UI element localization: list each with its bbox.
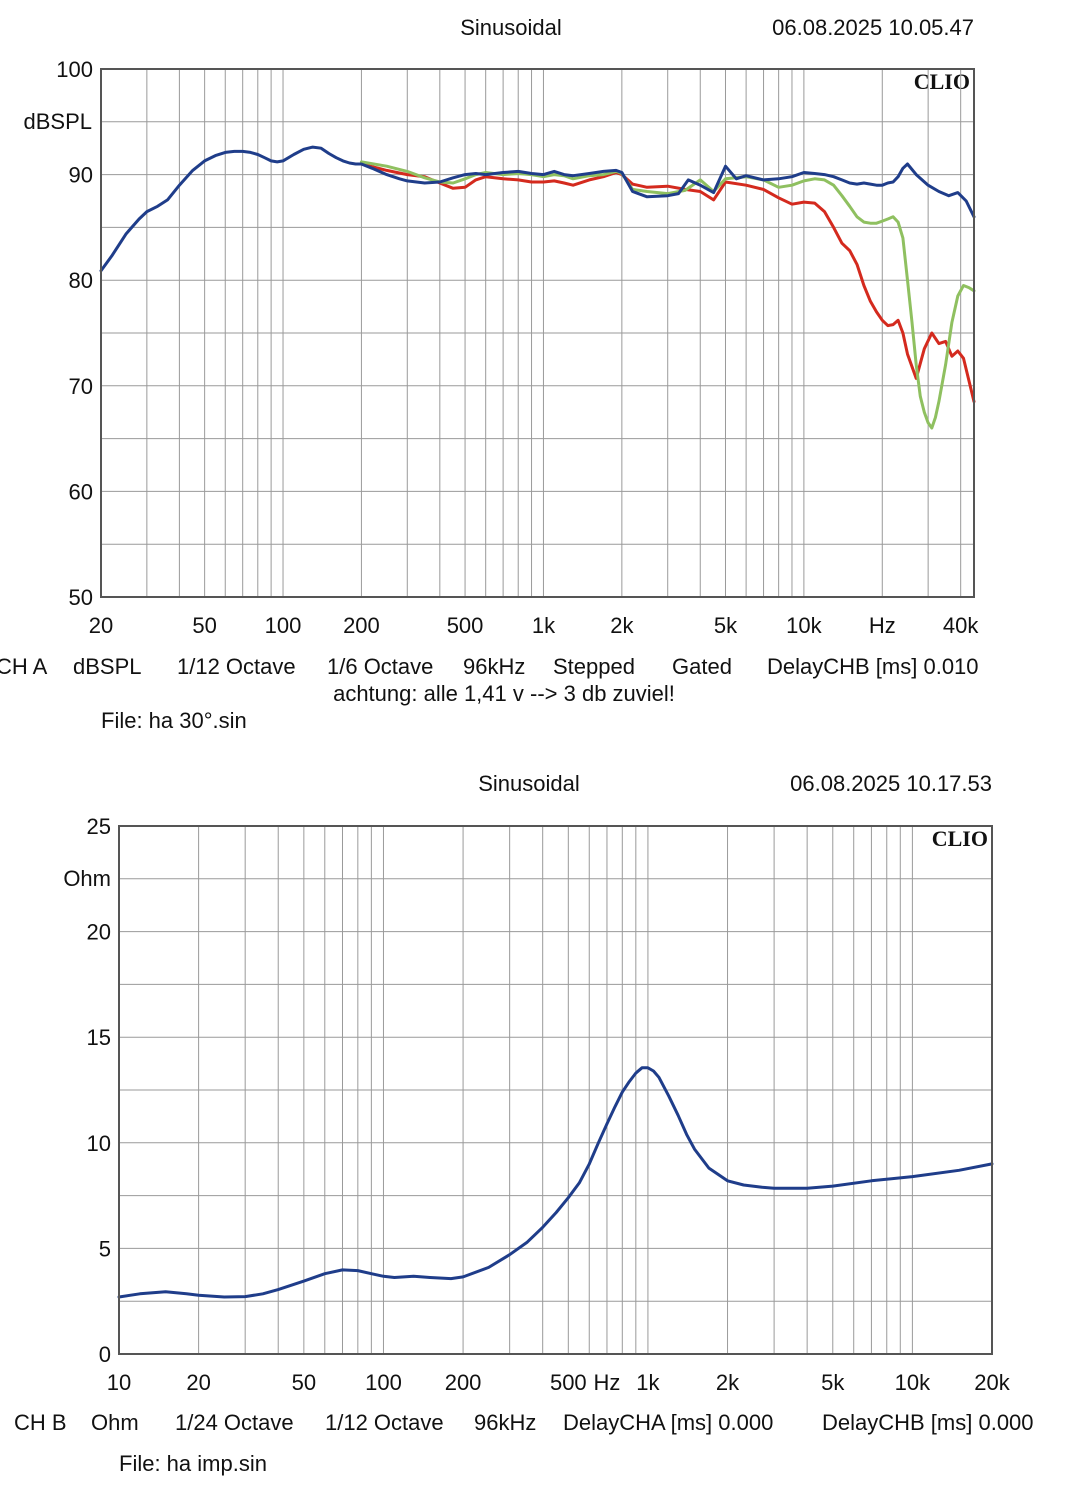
settings-item: Stepped [553,654,635,679]
y-tick-label: 60 [69,479,93,504]
settings-item: 96kHz [474,1410,536,1435]
chart1-file-name: File: ha 30°.sin [101,708,247,733]
x-tick-label: 200 [343,613,380,638]
settings-item: 1/6 Octave [327,654,433,679]
settings-item: dBSPL [73,654,142,679]
settings-item: Gated [672,654,732,679]
chart1-timestamp: 06.08.2025 10.05.47 [772,15,974,40]
x-tick-label: 50 [192,613,216,638]
x-tick-label: Hz [594,1370,621,1395]
chart1-brand-logo: CLIO [914,69,970,94]
settings-item: DelayCHA [ms] 0.000 [563,1410,773,1435]
x-tick-label: 20k [974,1370,1010,1395]
settings-item: DelayCHB [ms] 0.010 [767,654,979,679]
plot-frame [100,68,975,598]
y-tick-label: 50 [69,585,93,610]
settings-item: CH A [0,654,48,679]
settings-item: CH B [14,1410,67,1435]
frequency-response-chart: Sinusoidal 06.08.2025 10.05.47 dBSPL CLI… [0,15,979,733]
settings-item: Ohm [91,1410,139,1435]
x-tick-label: 1k [532,613,556,638]
series-impedance-line [117,1066,994,1299]
settings-item: 1/12 Octave [177,654,296,679]
x-tick-label: 40k [943,613,979,638]
settings-item: DelayCHB [ms] 0.000 [822,1410,1034,1435]
x-tick-label: 500 [447,613,484,638]
series-blue-line [99,145,976,273]
y-tick-label: 100 [56,57,93,82]
chart2-brand-logo: CLIO [932,826,988,851]
y-tick-label: 70 [69,374,93,399]
chart2-y-axis-label: Ohm [63,866,111,891]
chart1-title: Sinusoidal [460,15,562,40]
chart2-file-name: File: ha imp.sin [119,1451,267,1476]
x-tick-label: 5k [821,1370,845,1395]
y-tick-label: 20 [87,920,111,945]
x-tick-label: 500 [550,1370,587,1395]
x-tick-label: Hz [869,613,896,638]
grid [119,826,992,1354]
chart1-note: achtung: alle 1,41 v --> 3 db zuviel! [333,681,675,706]
x-tick-label: 100 [265,613,302,638]
x-tick-label: 2k [716,1370,740,1395]
x-tick-label: 10k [895,1370,931,1395]
x-tick-label: 20 [89,613,113,638]
chart1-y-axis-label: dBSPL [24,109,93,134]
settings-item: 1/24 Octave [175,1410,294,1435]
settings-item: 96kHz [463,654,525,679]
x-tick-label: 50 [292,1370,316,1395]
y-tick-label: 25 [87,814,111,839]
y-tick-label: 80 [69,268,93,293]
y-tick-label: 0 [99,1342,111,1367]
x-tick-label: 1k [636,1370,660,1395]
y-tick-label: 10 [87,1131,111,1156]
y-tick-label: 15 [87,1025,111,1050]
plot-frame [118,825,993,1355]
x-tick-label: 100 [365,1370,402,1395]
chart2-timestamp: 06.08.2025 10.17.53 [790,771,992,796]
series-red-line [359,162,976,404]
settings-item: 1/12 Octave [325,1410,444,1435]
grid [101,69,974,597]
y-tick-label: 5 [99,1236,111,1261]
x-tick-label: 10k [786,613,822,638]
y-tick-label: 90 [69,163,93,188]
x-tick-label: 5k [714,613,738,638]
chart2-title: Sinusoidal [478,771,580,796]
x-tick-label: 200 [445,1370,482,1395]
impedance-chart: Sinusoidal 06.08.2025 10.17.53 Ohm CLIO … [14,771,1034,1476]
x-tick-label: 20 [186,1370,210,1395]
x-tick-label: 2k [610,613,634,638]
series-green-line [359,160,976,430]
x-tick-label: 10 [107,1370,131,1395]
